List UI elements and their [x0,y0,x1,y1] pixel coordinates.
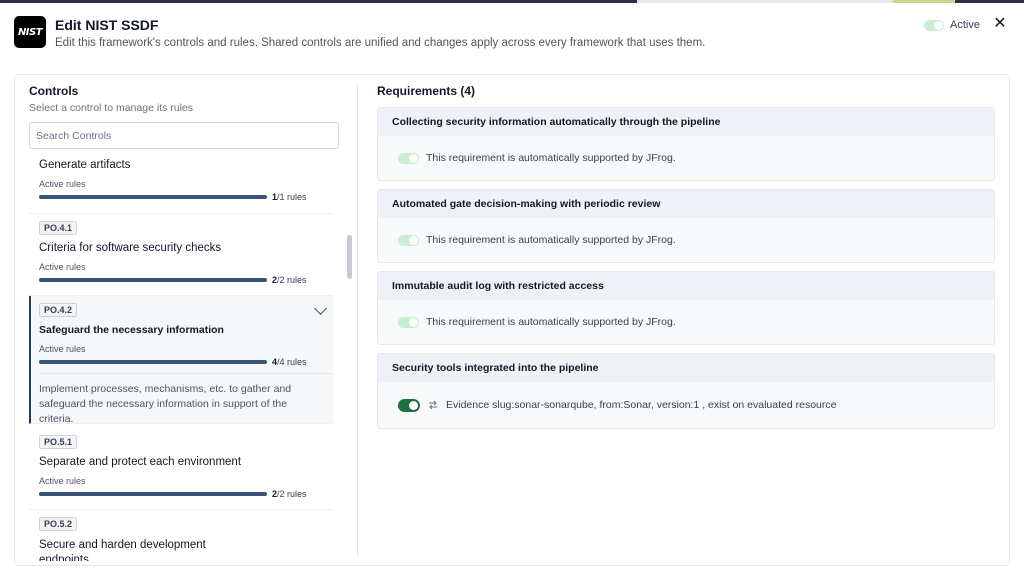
top-strip-segment [637,0,893,3]
nist-logo: NIST [14,16,46,48]
editor-panel: Controls Select a control to manage its … [14,74,1010,566]
control-item-generate-artifacts[interactable]: Generate artifacts Active rules 1/1 rule… [29,155,333,214]
active-rules-label: Active rules [39,344,86,354]
controls-pane: Controls Select a control to manage its … [29,75,359,565]
rules-progress: 1/1 rules [39,192,333,202]
requirement-title: Collecting security information automati… [378,108,994,136]
control-item-po-5-1[interactable]: PO.5.1 Separate and protect each environ… [29,428,333,510]
requirement-text: This requirement is automatically suppor… [426,316,676,328]
rules-count: 1/1 rules [272,192,307,202]
control-name: Safeguard the necessary information [39,324,224,336]
rules-count: 4/4 rules [272,357,307,367]
requirement-text: Evidence slug:sonar-sonarqube, from:Sona… [446,399,837,411]
requirement-title: Immutable audit log with restricted acce… [378,272,994,300]
requirement-text: This requirement is automatically suppor… [426,234,676,246]
control-id-badge: PO.4.2 [39,303,78,317]
control-item-po-5-2[interactable]: PO.5.2 Secure and harden development end… [29,510,333,561]
control-id-badge: PO.4.1 [39,221,78,235]
rules-count: 2/2 rules [272,489,307,499]
requirement-body: This requirement is automatically suppor… [378,136,994,180]
requirement-body: Evidence slug:sonar-sonarqube, from:Sona… [378,382,994,428]
control-id-badge: PO.5.2 [39,517,78,531]
requirement-card: Automated gate decision-making with peri… [377,189,995,263]
rules-count: 2/2 rules [272,275,307,285]
requirement-body: This requirement is automatically suppor… [378,300,994,344]
close-icon[interactable]: ✕ [993,15,1007,32]
requirement-toggle[interactable] [398,152,419,164]
rules-progress-bar [39,360,267,364]
rules-progress: 4/4 rules [39,357,333,367]
control-name: Generate artifacts [39,159,131,171]
rules-progress-bar [39,492,267,496]
active-toggle[interactable] [924,19,945,31]
rules-progress-fill [39,278,267,282]
rules-progress-fill [39,360,267,364]
control-id-badge: PO.5.1 [39,435,78,449]
rules-progress-bar [39,195,267,199]
rules-progress: 2/2 rules [39,275,333,285]
requirements-title: Requirements (4) [377,84,476,98]
top-accent-strip [0,0,1024,3]
requirement-toggle[interactable] [398,316,419,328]
controls-list: Generate artifacts Active rules 1/1 rule… [29,155,333,561]
control-name: Criteria for software security checks [39,242,222,254]
controls-subtitle: Select a control to manage its rules [29,102,194,114]
requirement-body: This requirement is automatically suppor… [378,218,994,262]
controls-scrollbar[interactable] [347,235,352,279]
rules-progress: 2/2 rules [39,489,333,499]
active-rules-label: Active rules [39,262,86,272]
rules-progress-bar [39,278,267,282]
requirement-title: Security tools integrated into the pipel… [378,354,994,382]
active-toggle-group[interactable]: Active [924,19,980,31]
top-strip-segment [893,0,955,3]
evidence-icon [429,400,437,410]
search-controls-input[interactable] [29,122,339,149]
requirement-toggle[interactable] [398,398,420,412]
control-name: Separate and protect each environment [39,456,242,468]
active-label: Active [950,19,980,31]
requirement-card: Collecting security information automati… [377,107,995,181]
requirement-text: This requirement is automatically suppor… [426,152,676,164]
control-item-po-4-2[interactable]: PO.4.2 Safeguard the necessary informati… [29,296,333,427]
requirement-card: Security tools integrated into the pipel… [377,353,995,429]
requirement-card: Immutable audit log with restricted acce… [377,271,995,345]
requirements-pane: Requirements (4) Collecting security inf… [377,75,997,565]
control-name: Secure and harden development endpoints [39,539,206,561]
control-description: Implement processes, mechanisms, etc. to… [39,373,333,427]
rules-progress-fill [39,195,267,199]
pane-divider [357,85,358,557]
modal-header: NIST Edit NIST SSDF Edit this framework'… [14,14,1010,60]
modal-title: Edit NIST SSDF [55,17,159,33]
controls-title: Controls [29,84,79,98]
chevron-down-icon[interactable] [314,302,327,315]
requirement-title: Automated gate decision-making with peri… [378,190,994,218]
modal-subtitle: Edit this framework's controls and rules… [55,37,706,49]
rules-progress-fill [39,492,267,496]
active-rules-label: Active rules [39,476,86,486]
active-rules-label: Active rules [39,179,86,189]
requirement-toggle[interactable] [398,234,419,246]
control-item-po-4-1[interactable]: PO.4.1 Criteria for software security ch… [29,214,333,296]
